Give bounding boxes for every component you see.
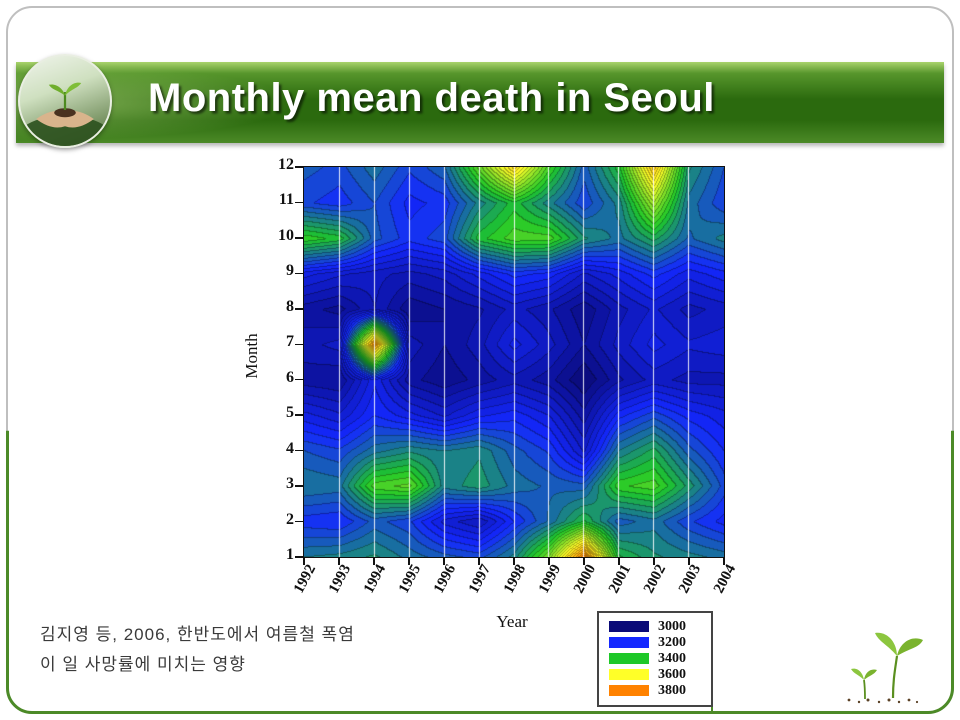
x-tick-label: 1996 (430, 562, 460, 596)
x-tick-label: 1998 (500, 562, 530, 596)
legend-color-swatch (609, 669, 649, 680)
y-tick-label: 4 (286, 439, 294, 457)
x-tick-label: 1997 (465, 562, 495, 596)
legend-label: 3600 (658, 666, 686, 682)
legend-label: 3400 (658, 650, 686, 666)
x-tick-label: 2000 (570, 562, 600, 596)
x-tick-label: 1999 (535, 562, 565, 596)
x-tick-label: 2003 (675, 562, 705, 596)
legend-row: 3000 (609, 619, 703, 634)
x-tick-label: 1994 (360, 562, 390, 596)
x-tick-label: 2001 (605, 562, 635, 596)
x-tick-mark (723, 558, 725, 565)
y-tick-mark (295, 449, 303, 452)
seedling-hands-photo (18, 54, 112, 148)
y-tick-mark (295, 556, 303, 558)
x-tick-mark (373, 558, 375, 565)
y-tick-mark (295, 414, 303, 416)
x-tick-mark (688, 558, 690, 565)
legend-label: 3800 (658, 682, 686, 698)
seedling-hands-illustration (20, 82, 110, 146)
x-tick-mark (583, 558, 585, 565)
title-banner: Monthly mean death in Seoul (16, 62, 944, 143)
y-tick-label: 10 (278, 226, 294, 244)
y-tick-label: 7 (286, 333, 294, 351)
x-axis-ticks: 1992 1993 1994 1995 1996 1997 1998 1999 2000 2001… (291, 560, 739, 612)
sprout-illustration (847, 632, 923, 704)
x-tick-label: 1993 (325, 562, 355, 596)
legend-color-swatch (609, 653, 649, 664)
citation-line-1: 김지영 등, 2006, 한반도에서 여름철 폭염 (40, 625, 355, 644)
y-tick-mark (295, 520, 303, 523)
heatmap-plot-area (295, 166, 725, 565)
y-tick-label: 9 (286, 262, 294, 280)
x-tick-mark (443, 558, 445, 565)
y-tick-label: 11 (278, 191, 294, 209)
y-tick-label: 6 (286, 368, 294, 386)
legend-label: 3200 (658, 634, 686, 650)
y-tick-label: 8 (286, 297, 294, 315)
y-tick-mark (295, 343, 303, 346)
legend-color-swatch (609, 637, 649, 648)
y-axis-ticks: 12 11 10 9 8 7 6 5 4 3 2 1 (254, 156, 294, 563)
x-tick-mark (408, 558, 410, 565)
legend: 3000 3200 3400 3600 3800 (597, 611, 713, 707)
y-tick-label: 12 (278, 156, 294, 173)
x-tick-label: 2002 (640, 562, 670, 596)
legend-color-swatch (609, 685, 649, 696)
x-tick-mark (338, 558, 340, 565)
slide-title: Monthly mean death in Seoul (148, 76, 715, 120)
x-axis-title: Year (496, 612, 528, 631)
y-tick-mark (295, 485, 303, 487)
y-tick-label: 2 (286, 510, 294, 528)
heatmap-canvas (304, 167, 724, 557)
citation-text: 김지영 등, 2006, 한반도에서 여름철 폭염 이 일 사망률에 미치는 영… (40, 620, 355, 680)
legend-row: 3200 (609, 635, 703, 650)
legend-label: 3000 (658, 618, 686, 634)
legend-row: 3400 (609, 651, 703, 666)
x-tick-mark (618, 558, 620, 565)
x-tick-mark (303, 558, 305, 565)
y-tick-label: 1 (286, 546, 294, 563)
legend-row: 3800 (609, 683, 703, 698)
y-tick-mark (295, 166, 303, 168)
y-tick-mark (295, 272, 303, 275)
x-tick-mark (513, 558, 515, 565)
x-tick-label: 1995 (395, 562, 425, 596)
y-tick-label: 5 (286, 404, 294, 422)
x-tick-mark (548, 558, 550, 565)
x-tick-mark (478, 558, 480, 565)
y-tick-label: 3 (286, 475, 294, 493)
x-tick-mark (653, 558, 655, 565)
y-tick-mark (295, 237, 303, 239)
y-tick-mark (295, 201, 303, 204)
citation-line-2: 이 일 사망률에 미치는 영향 (40, 655, 246, 674)
y-tick-mark (295, 378, 303, 381)
y-tick-mark (295, 308, 303, 310)
legend-color-swatch (609, 621, 649, 632)
legend-row: 3600 (609, 667, 703, 682)
